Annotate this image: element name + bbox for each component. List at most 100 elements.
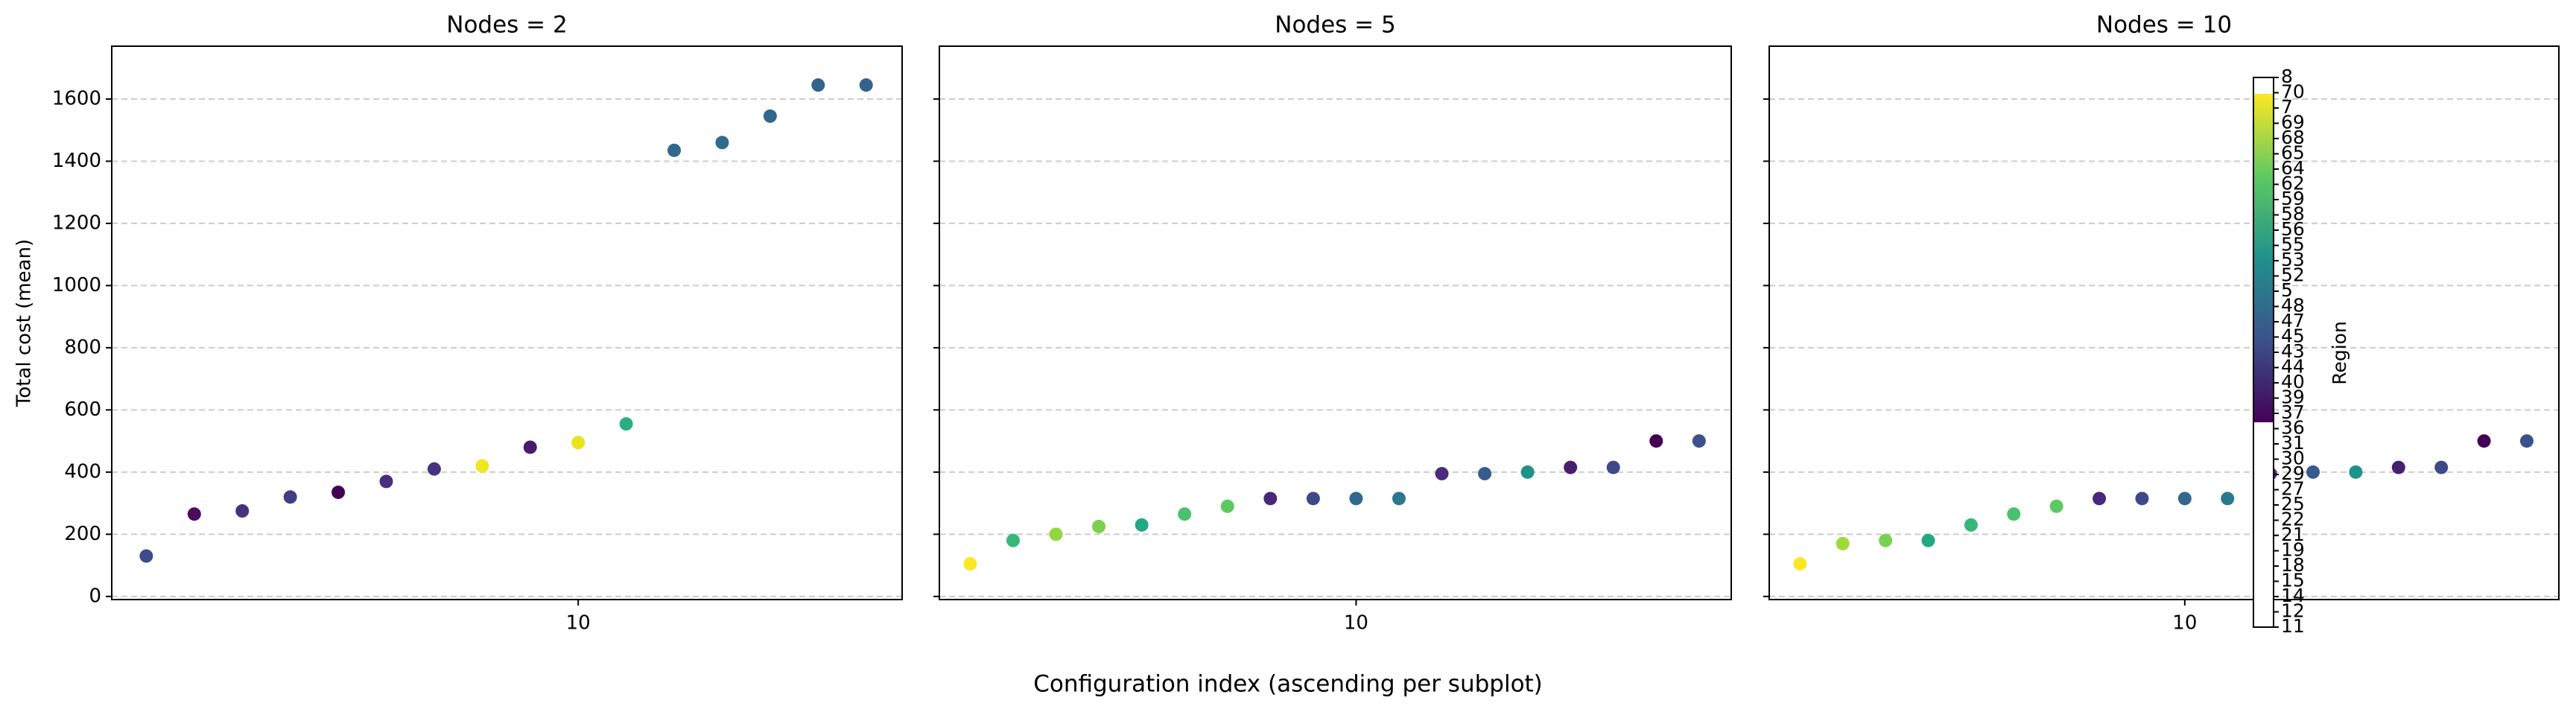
colorbar-tick-label: 18	[2281, 554, 2305, 576]
scatter-point	[1520, 465, 1535, 479]
colorbar-label: Region	[2329, 321, 2350, 385]
colorbar-tick-label: 62	[2281, 173, 2305, 194]
scatter-point	[187, 507, 201, 521]
scatter-point	[1349, 492, 1363, 506]
colorbar-tick-label: 14	[2281, 585, 2305, 606]
scatter-point	[2049, 499, 2063, 513]
scatter-point	[1879, 533, 1893, 547]
axes-frame	[939, 45, 1732, 600]
colorbar-tick-label: 5	[2281, 279, 2293, 301]
scatter-point	[1478, 466, 1492, 480]
scatter-point	[1692, 434, 1706, 448]
x-tick-label: 10	[1344, 612, 1368, 635]
colorbar-tick-label: 64	[2281, 157, 2305, 179]
scatter-point	[1606, 460, 1620, 474]
scatter-point	[715, 136, 729, 150]
subplot-title: Nodes = 2	[446, 12, 567, 39]
colorbar-tick-label: 48	[2281, 295, 2305, 317]
scatter-point	[667, 143, 682, 157]
scatter-point	[2391, 460, 2405, 474]
y-tick-label: 1600	[52, 87, 101, 109]
colorbar-tick-label: 65	[2281, 142, 2305, 164]
scatter-point	[523, 440, 537, 454]
scatter-point	[2477, 434, 2491, 448]
scatter-point	[1836, 536, 1850, 550]
scatter-point	[1964, 518, 1978, 532]
x-axis-label: Configuration index (ascending per subpl…	[1033, 671, 1543, 698]
x-tick-label: 10	[566, 612, 591, 635]
colorbar-tick-label: 55	[2281, 234, 2305, 255]
colorbar-tick-label: 44	[2281, 356, 2305, 378]
scatter-point	[811, 78, 825, 92]
y-tick-label: 400	[64, 460, 101, 483]
scatter-point	[1263, 492, 1278, 506]
y-tick-label: 0	[89, 585, 101, 607]
colorbar-tick-label: 69	[2281, 112, 2305, 133]
x-tick-label: 10	[2172, 612, 2197, 635]
colorbar-tick-label: 37	[2281, 401, 2305, 423]
scatter-point	[1564, 460, 1578, 474]
colorbar-tick-label: 7	[2281, 96, 2293, 118]
scatter-point	[2221, 492, 2235, 506]
scatter-point	[2519, 434, 2534, 448]
scatter-point	[475, 459, 489, 473]
colorbar-tick-label: 43	[2281, 340, 2305, 362]
colorbar: 8707696865646259585655535254847454344403…	[2253, 66, 2350, 637]
scatter-point	[2135, 492, 2149, 506]
scatter-point	[1392, 492, 1406, 506]
scatter-point	[619, 417, 633, 431]
colorbar-tick-label: 15	[2281, 570, 2305, 591]
scatter-point	[427, 462, 441, 476]
scatter-point	[963, 556, 977, 571]
scatter-point	[1649, 434, 1663, 448]
scatter-point	[1793, 556, 1807, 571]
colorbar-tick-label: 22	[2281, 509, 2305, 530]
colorbar-tick-label: 36	[2281, 417, 2305, 439]
y-axis-label: Total cost (mean)	[13, 239, 36, 407]
colorbar-tick-label: 56	[2281, 218, 2305, 240]
axes-frame	[111, 45, 903, 600]
colorbar-tick-label: 30	[2281, 448, 2305, 469]
y-tick-label: 1400	[52, 150, 101, 172]
axes-frame	[1768, 45, 2560, 600]
scatter-point	[139, 549, 153, 563]
scatter-point	[2093, 492, 2107, 506]
colorbar-tick-label: 19	[2281, 539, 2305, 561]
colorbar-tick-label: 29	[2281, 463, 2305, 484]
colorbar-tick-label: 68	[2281, 127, 2305, 148]
scatter-point	[235, 504, 250, 518]
scatter-point	[1049, 527, 1063, 541]
scatter-point	[2349, 465, 2363, 479]
colorbar-tick-label: 70	[2281, 81, 2305, 103]
subplot-title: Nodes = 5	[1275, 12, 1395, 39]
scatter-point	[1135, 518, 1149, 532]
colorbar-tick-label: 21	[2281, 524, 2305, 545]
colorbar-tick-label: 59	[2281, 188, 2305, 209]
colorbar-tick-label: 11	[2281, 615, 2305, 637]
scatter-point	[763, 109, 777, 123]
colorbar-tick-label: 40	[2281, 371, 2305, 393]
subplot-title: Nodes = 10	[2096, 12, 2232, 39]
scatter-point	[2434, 460, 2449, 474]
scatter-point	[1921, 533, 1935, 547]
colorbar-gradient	[2253, 94, 2274, 422]
y-tick-label: 800	[64, 336, 101, 358]
colorbar-tick-label: 47	[2281, 310, 2305, 331]
y-tick-label: 1000	[52, 274, 101, 296]
colorbar-tick-label: 31	[2281, 432, 2305, 454]
colorbar-tick-label: 45	[2281, 325, 2305, 347]
scatter-point	[859, 78, 873, 92]
scatter-point	[1006, 533, 1020, 547]
scatter-point	[283, 490, 297, 504]
colorbar-tick-label: 27	[2281, 478, 2305, 500]
colorbar-tick-label: 25	[2281, 493, 2305, 515]
y-tick-label: 200	[64, 523, 101, 545]
scatter-point	[1178, 507, 1192, 521]
scatter-point	[2177, 492, 2192, 506]
colorbar-tick-label: 12	[2281, 600, 2305, 622]
colorbar-tick-label: 58	[2281, 203, 2305, 225]
scatter-point	[379, 474, 393, 489]
y-tick-label: 1200	[52, 212, 101, 234]
y-tick-label: 600	[64, 398, 101, 421]
